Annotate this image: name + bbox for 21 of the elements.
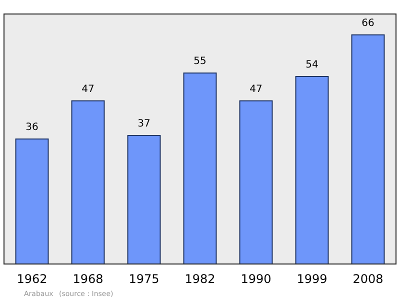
x-tick-label: 1999 — [296, 272, 328, 286]
bar — [183, 72, 217, 264]
x-tick-label: 2008 — [352, 272, 384, 286]
data-label: 37 — [138, 118, 150, 130]
x-tick-label: 1982 — [184, 272, 216, 286]
x-tick-label: 1990 — [240, 272, 272, 286]
bar — [71, 100, 105, 264]
bar — [15, 138, 49, 264]
data-label: 55 — [194, 56, 206, 68]
data-label: 47 — [82, 84, 94, 95]
bar — [239, 100, 273, 264]
data-label: 66 — [362, 18, 374, 29]
x-tick-label: 1968 — [72, 272, 104, 286]
bar — [295, 76, 329, 264]
x-tick-label: 1975 — [128, 272, 160, 286]
data-label: 54 — [306, 60, 318, 70]
data-label: 47 — [250, 84, 262, 95]
x-tick-label: 1962 — [16, 272, 48, 286]
bar — [351, 34, 385, 264]
data-label: 36 — [26, 122, 38, 133]
bar — [127, 135, 161, 264]
